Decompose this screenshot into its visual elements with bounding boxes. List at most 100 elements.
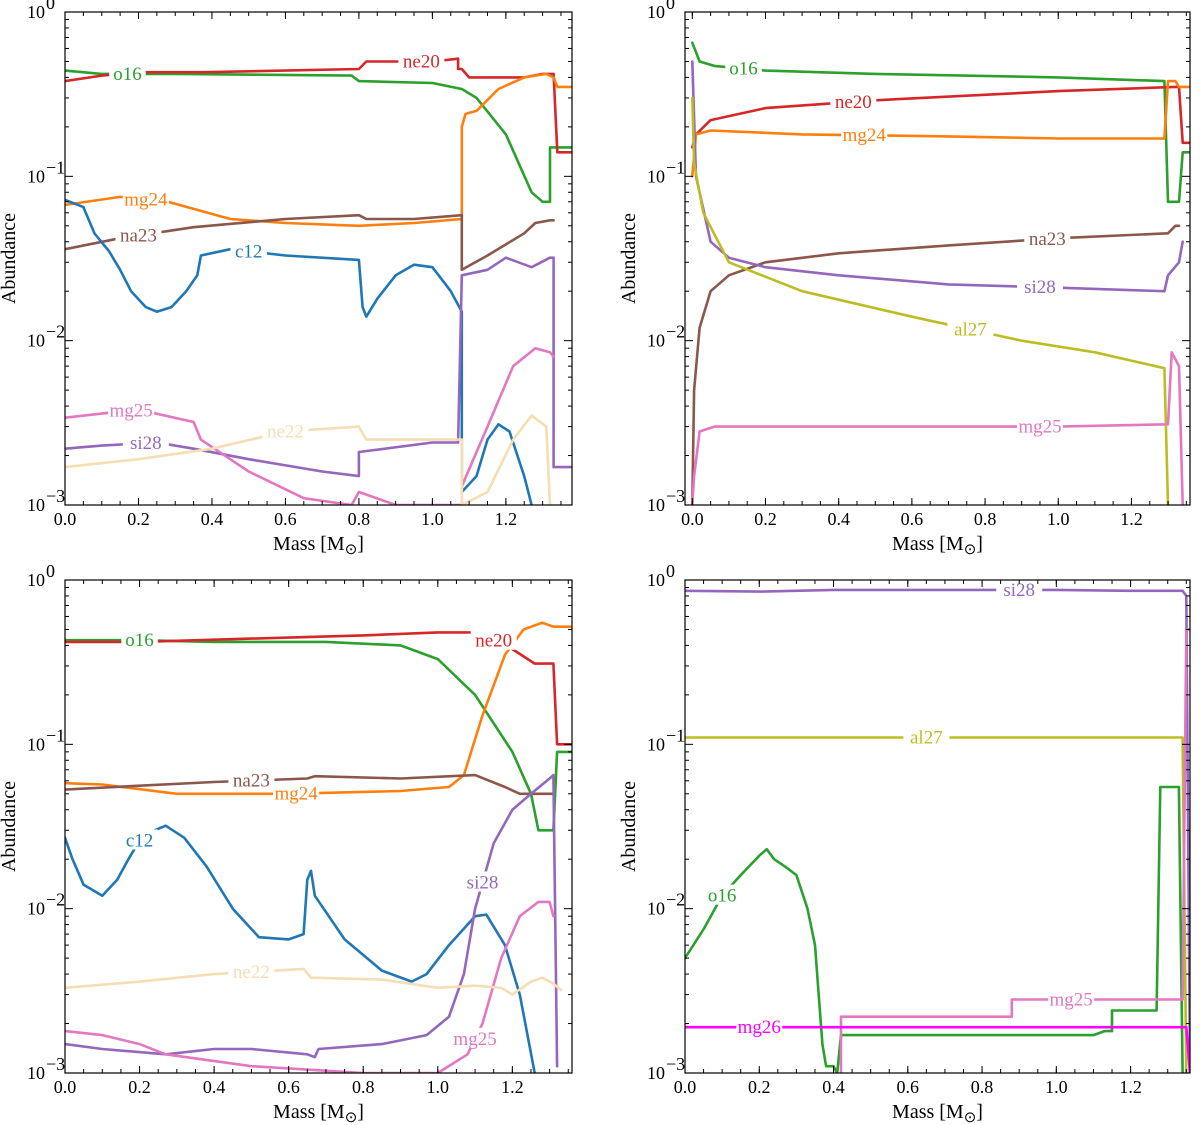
series-line-na23 [691, 224, 1181, 505]
y-tick-label: 10 [647, 166, 665, 186]
y-axis-label: Abundance [618, 213, 640, 304]
series-label-bg [262, 420, 309, 441]
y-tick-exponent: −3 [46, 486, 65, 506]
chart-panel-top-left: o16 ne20 mg24 na23 c12 si28 mg25 ne22 0.0 0.2 0.4 0… [0, 0, 573, 558]
y-tick-exponent: −1 [46, 157, 65, 177]
x-axis-label-main: Mass [M [892, 1101, 964, 1123]
y-tick-label: 10 [647, 734, 665, 754]
series-line-al27 [691, 96, 1170, 505]
x-axis-label: Mass [M⊙] [892, 533, 983, 558]
series-label-si28: si28 [1003, 580, 1035, 601]
series-label-na23: na23 [120, 225, 157, 246]
series-label-o16: o16 [708, 886, 737, 907]
y-tick-label: 10 [27, 1063, 45, 1083]
series-label-mg24: mg24 [274, 784, 318, 805]
series-line-si28 [691, 60, 1184, 293]
x-tick-label: 0.6 [901, 509, 924, 529]
series-label-bg [703, 884, 741, 905]
y-tick-exponent: 0 [46, 0, 55, 13]
series-label-bg [903, 726, 950, 747]
series-label-na23: na23 [233, 771, 270, 792]
series-label-bg [230, 240, 267, 261]
x-axis-label: Mass [M⊙] [892, 1101, 983, 1125]
series-label-bg [1048, 988, 1095, 1009]
y-tick-label: 10 [27, 2, 45, 22]
series-line-ne22 [65, 414, 552, 505]
y-tick-label: 10 [647, 570, 665, 590]
x-tick-label: 1.0 [1045, 1077, 1068, 1097]
y-tick-exponent: −3 [46, 1054, 65, 1074]
series-label-o16: o16 [113, 64, 142, 85]
series-label-bg [122, 188, 169, 209]
x-tick-label: 0.2 [754, 509, 777, 529]
plot-frame [684, 579, 1191, 1074]
series-label-bg [830, 90, 877, 111]
series-label-bg [115, 224, 162, 245]
series-line-o16 [691, 41, 1190, 204]
series-label-mg26: mg26 [738, 1017, 781, 1038]
x-tick-label: 0.8 [974, 509, 997, 529]
series-label-na23: na23 [1029, 229, 1066, 250]
x-axis-label-close: ] [976, 533, 983, 555]
plot-frame [64, 11, 573, 506]
series-label-o16: o16 [729, 59, 758, 80]
series-label-al27: al27 [910, 728, 943, 749]
x-tick-label: 1.2 [501, 1077, 524, 1097]
y-axis-label: Abundance [618, 781, 640, 872]
series-label-bg [398, 50, 445, 71]
series-label-bg [122, 432, 169, 453]
series-label-ne20: ne20 [475, 631, 512, 652]
x-tick-label: 0.8 [352, 1077, 375, 1097]
series-label-bg [1016, 415, 1063, 436]
y-axis-label: Abundance [0, 213, 20, 304]
x-axis-label-sub: ⊙ [964, 542, 977, 558]
series-lines [65, 57, 572, 505]
series-label-mg24: mg24 [124, 190, 168, 211]
series-label-c12: c12 [126, 830, 153, 851]
y-tick-exponent: −1 [666, 725, 685, 745]
series-lines [685, 588, 1190, 1073]
y-tick-label: 10 [647, 2, 665, 22]
series-line-si28 [65, 256, 572, 478]
y-tick-label: 10 [27, 331, 45, 351]
x-axis-label-close: ] [357, 533, 364, 555]
series-line-mg25 [839, 628, 1190, 1073]
series-label-bg [1016, 276, 1063, 297]
y-tick-exponent: −3 [666, 1054, 685, 1074]
series-label-mg25: mg25 [1050, 990, 1093, 1011]
x-tick-label: 0.8 [971, 1077, 994, 1097]
series-line-ne22 [65, 967, 563, 996]
series-line-mg25 [65, 900, 555, 1073]
y-tick-exponent: −2 [666, 890, 685, 910]
x-tick-label: 0.8 [348, 509, 371, 529]
y-tick-label: 10 [27, 570, 45, 590]
plot-frame [684, 11, 1191, 506]
series-lines [691, 41, 1190, 505]
x-tick-label: 0.4 [822, 1077, 845, 1097]
y-tick-exponent: 0 [666, 561, 675, 581]
series-line-o16 [685, 785, 1184, 1073]
x-tick-label: 0.0 [54, 509, 77, 529]
series-label-bg [736, 1016, 783, 1037]
series-label-bg [452, 1027, 499, 1048]
x-axis-label-sub: ⊙ [345, 1110, 358, 1125]
series-label-si28: si28 [130, 433, 162, 454]
series-label-mg25: mg25 [109, 400, 152, 421]
series-label-mg25: mg25 [1018, 417, 1061, 438]
y-tick-label: 10 [647, 331, 665, 351]
series-label-bg [1024, 227, 1071, 248]
plot-frame [64, 579, 573, 1074]
series-label-ne20: ne20 [835, 92, 872, 113]
y-tick-label: 10 [27, 734, 45, 754]
series-label-bg [459, 871, 506, 892]
x-tick-label: 1.0 [427, 1077, 450, 1097]
series-line-mg26 [685, 1025, 1190, 1073]
series-label-bg [841, 124, 888, 145]
x-axis-label-close: ] [976, 1101, 983, 1123]
x-axis-label-main: Mass [M [892, 533, 964, 555]
series-label-bg [121, 629, 158, 650]
series-label-bg [725, 57, 762, 78]
y-tick-label: 10 [27, 495, 45, 515]
